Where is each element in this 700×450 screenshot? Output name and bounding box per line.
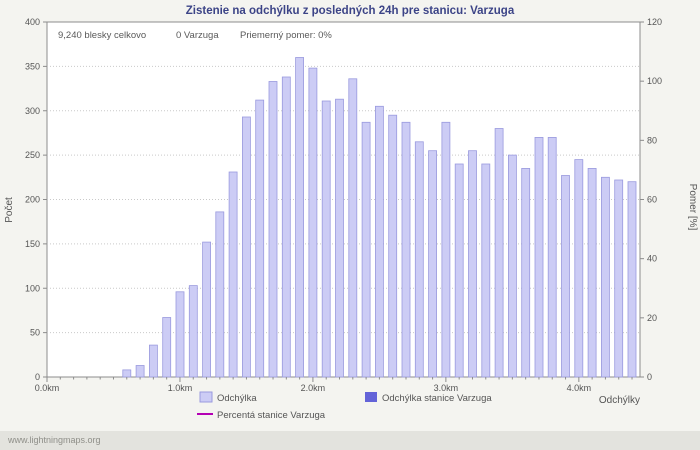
y-right-tick-label: 20 — [647, 313, 657, 323]
deviation-bar — [587, 167, 597, 378]
footer-strip — [0, 431, 700, 450]
legend-swatch-deviation — [199, 391, 213, 403]
deviation-bar — [241, 116, 251, 378]
deviation-bar — [547, 136, 557, 378]
deviation-bar — [521, 167, 531, 378]
deviation-bar — [534, 136, 544, 378]
deviation-bar — [494, 128, 504, 378]
deviation-bar — [441, 121, 451, 378]
y-right-tick-label: 100 — [647, 76, 662, 86]
deviation-bar — [321, 100, 331, 378]
stat-average-ratio: Priemerný pomer: 0% — [240, 30, 332, 41]
deviation-bar — [507, 154, 517, 378]
deviation-bar — [627, 181, 637, 378]
deviation-bar — [374, 105, 384, 378]
y-left-tick-label: 250 — [25, 150, 40, 160]
y-left-tick-label: 50 — [30, 328, 40, 338]
deviation-bar — [148, 344, 158, 378]
y-axis-left-title: Počet — [4, 197, 15, 223]
deviation-bar — [361, 121, 371, 378]
deviation-bar — [614, 179, 624, 378]
deviation-bar — [481, 163, 491, 378]
deviation-bar — [202, 241, 212, 378]
deviation-bar — [122, 369, 132, 378]
deviation-bar — [348, 78, 358, 378]
deviation-bar — [601, 176, 610, 378]
y-right-tick-label: 80 — [647, 135, 657, 145]
deviation-bar — [561, 175, 570, 378]
deviation-bar — [188, 285, 198, 378]
y-left-tick-label: 200 — [25, 195, 40, 205]
y-right-tick-label: 120 — [647, 17, 662, 27]
x-tick-label: 2.0km — [301, 383, 326, 393]
deviation-bar — [574, 159, 584, 378]
deviation-bar — [308, 67, 318, 378]
y-right-tick-label: 0 — [647, 372, 652, 382]
y-right-tick-label: 40 — [647, 254, 657, 264]
y-left-tick-label: 350 — [25, 61, 40, 71]
x-tick-label: 0.0km — [35, 383, 60, 393]
legend-label-station-percent: Percentá stanice Varzuga — [217, 410, 326, 421]
deviation-bar — [295, 57, 305, 378]
deviation-bar — [335, 98, 344, 378]
legend-swatch-station-deviation — [365, 392, 377, 402]
deviation-bar — [228, 171, 238, 378]
legend-label-station-deviation: Odchýlka stanice Varzuga — [382, 393, 492, 404]
deviation-bar — [401, 121, 411, 378]
deviation-bar — [428, 150, 438, 378]
deviation-bar — [162, 317, 172, 378]
deviation-bar — [215, 211, 225, 378]
plot-area: 0 50 100 150 200 250 300 350 400 0 20 40 60 80 100 120 0… — [25, 17, 662, 393]
deviation-bar — [414, 141, 424, 378]
legend-label-deviation: Odchýlka — [217, 393, 257, 404]
chart-title: Zistenie na odchýlku z posledných 24h pr… — [186, 5, 515, 17]
stat-total-strikes: 9,240 blesky celkovo — [58, 30, 146, 41]
x-tick-label: 1.0km — [168, 383, 193, 393]
x-tick-label: 3.0km — [434, 383, 459, 393]
y-left-tick-label: 100 — [25, 283, 40, 293]
stat-station-strikes: 0 Varzuga — [176, 30, 219, 41]
deviation-bar — [454, 163, 464, 378]
deviation-bar — [175, 291, 185, 378]
watermark-link[interactable]: www.lightningmaps.org — [7, 435, 101, 445]
y-left-tick-label: 150 — [25, 239, 40, 249]
deviation-bar — [268, 81, 278, 378]
y-left-tick-label: 400 — [25, 17, 40, 27]
deviation-bar — [388, 114, 398, 378]
x-tick-label: 4.0km — [567, 383, 592, 393]
y-right-tick-label: 60 — [647, 195, 657, 205]
y-axis-right-title: Pomer [%] — [687, 184, 698, 231]
deviation-bar — [281, 76, 291, 378]
deviation-bar — [135, 365, 145, 378]
x-axis-title: Odchýlky — [599, 395, 640, 406]
deviation-bar — [468, 150, 477, 378]
y-left-tick-label: 300 — [25, 106, 40, 116]
deviation-bar — [255, 99, 265, 378]
y-left-tick-label: 0 — [35, 372, 40, 382]
